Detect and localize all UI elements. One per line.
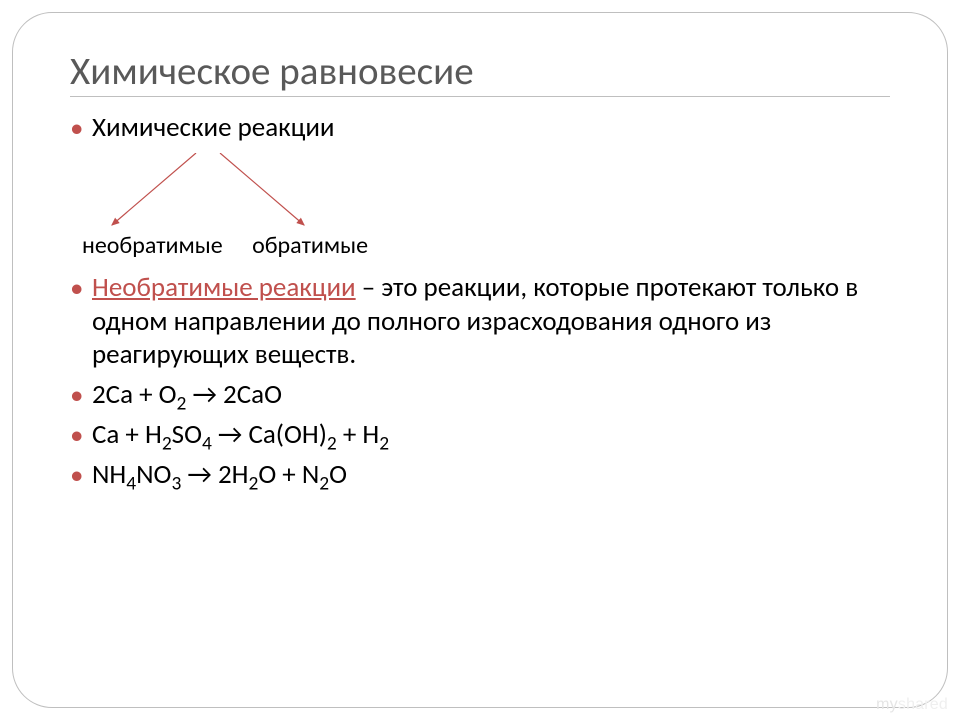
bullet-list-2: Необратимые реакции – это реакции, котор… (70, 271, 890, 492)
definition-term: Необратимые реакции (92, 271, 356, 304)
bullet-list: Химические реакции (70, 111, 890, 145)
bullet-reactions-root: Химические реакции (92, 111, 890, 145)
watermark-left: my (876, 696, 898, 713)
branch-labels: необратимые обратимые (82, 231, 392, 260)
slide-title: Химическое равновесие (70, 48, 890, 97)
branch-label-right: обратимые (252, 231, 368, 260)
bullet-eq-2: Ca + H2SO4 → Ca(OH)2 + H2 (92, 418, 890, 452)
branch-label-left: необратимые (82, 231, 223, 260)
branch-arrow-left (112, 153, 196, 225)
branch-arrows (86, 153, 386, 233)
bullet-definition: Необратимые реакции – это реакции, котор… (92, 271, 890, 372)
branch-diagram: необратимые обратимые (92, 151, 890, 271)
watermark: myshared (876, 696, 948, 714)
bullet-eq-3: NH4NO3 → 2H2O + N2O (92, 458, 890, 492)
branch-arrow-right (220, 153, 304, 225)
bullet-eq-1: 2Ca + O2 → 2CaO (92, 378, 890, 412)
slide-content: Химическое равновесие Химические реакции… (70, 48, 890, 497)
watermark-right: shared (898, 696, 948, 713)
